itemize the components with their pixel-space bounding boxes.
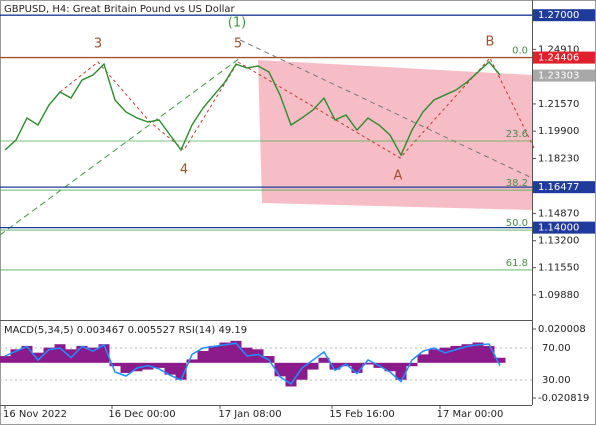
macd-bar [21, 345, 33, 363]
macd-bar [472, 342, 484, 363]
level-label: 1.16477 [538, 182, 579, 193]
macd-bar [461, 344, 473, 363]
macd-bar [351, 362, 363, 373]
level-box [533, 69, 595, 82]
y2-tick-label: 30.00 [542, 375, 571, 386]
macd-bar [109, 362, 121, 367]
x-tick-label: 16 Dec 00:00 [108, 409, 175, 420]
macd-bar [164, 362, 176, 375]
fib-label: 0.0 [512, 46, 528, 57]
channel-area [258, 60, 532, 210]
macd-bar [219, 342, 231, 363]
level-label: 1.23303 [538, 71, 579, 82]
macd-bar [296, 362, 308, 380]
macd-bar [0, 356, 11, 363]
macd-bar [450, 345, 462, 363]
level-box [533, 221, 595, 234]
wave-label: 4 [180, 163, 188, 178]
fib-label: 50.0 [506, 218, 528, 229]
macd-bar [43, 347, 55, 363]
macd-bar [153, 362, 165, 368]
macd-bar [428, 349, 440, 363]
macd-bar [417, 354, 429, 363]
level-box [533, 9, 595, 22]
level-label: 1.14000 [538, 223, 579, 234]
macd-bar [54, 344, 66, 363]
wave-label: A [394, 169, 403, 184]
macd-bar [32, 352, 44, 363]
wave-label: (1) [228, 16, 246, 31]
fib-label: 23.6 [506, 129, 528, 140]
y2-tick-label: 70.00 [542, 343, 571, 354]
macd-bar [406, 362, 418, 367]
macd-bar [230, 340, 242, 363]
y-tick-label: 0.020008 [538, 324, 586, 335]
y-tick-label: -0.020819 [538, 393, 589, 404]
indicator-header: MACD(5,34,5) 0.003467 0.005527 RSI(14) 4… [4, 325, 247, 336]
y-tick-label: 1.14870 [538, 208, 579, 219]
wave-label: 3 [94, 37, 102, 52]
y-tick-label: 1.09880 [538, 290, 579, 301]
y-tick-label: 1.19900 [538, 126, 579, 137]
macd-bar [65, 349, 77, 363]
macd-bar [120, 362, 132, 373]
macd-bar [10, 349, 22, 363]
chart-title: GBPUSD, H4: Great Britain Pound vs US Do… [4, 4, 236, 15]
macd-bar [307, 362, 319, 370]
macd-bar [318, 357, 330, 363]
y-tick-label: 1.11550 [538, 263, 579, 274]
macd-bar [483, 345, 495, 363]
fib-label: 38.2 [506, 178, 528, 189]
y-tick-label: 1.13200 [538, 236, 579, 247]
macd-bar [329, 362, 341, 370]
macd-bar [494, 357, 506, 363]
x-tick-label: 17 Jan 08:00 [218, 409, 281, 420]
y-tick-label: 1.21570 [538, 99, 579, 110]
level-label: 1.24406 [538, 53, 579, 64]
wave-label: 5 [234, 37, 242, 52]
macd-bar [395, 362, 407, 380]
macd-bar [285, 362, 297, 387]
macd-bar [98, 344, 110, 363]
macd-bar [175, 362, 187, 380]
x-tick-label: 16 Nov 2022 [3, 409, 67, 420]
price-line [4, 60, 501, 157]
y-tick-label: 1.18230 [538, 154, 579, 165]
y-tick-label: 1.24910 [538, 44, 579, 55]
x-tick-label: 15 Feb 16:00 [329, 409, 395, 420]
macd-bar [252, 349, 264, 363]
wave-line [237, 57, 536, 159]
fib-label: 61.8 [506, 258, 528, 269]
macd-bar [197, 350, 209, 363]
macd-bar [186, 359, 198, 363]
macd-bar [362, 362, 374, 365]
macd-bar [131, 362, 143, 372]
macd-bar [439, 347, 451, 363]
wave-label: B [486, 35, 495, 50]
macd-bar [274, 362, 286, 377]
macd-bar [208, 345, 220, 363]
level-box [533, 51, 595, 64]
level-label: 1.27000 [538, 10, 579, 21]
macd-bar [384, 362, 396, 372]
rsi-line [4, 342, 501, 386]
macd-bar [76, 345, 88, 363]
macd-bar [87, 347, 99, 363]
x-tick-label: 17 Mar 00:00 [437, 409, 504, 420]
level-box [533, 181, 595, 194]
